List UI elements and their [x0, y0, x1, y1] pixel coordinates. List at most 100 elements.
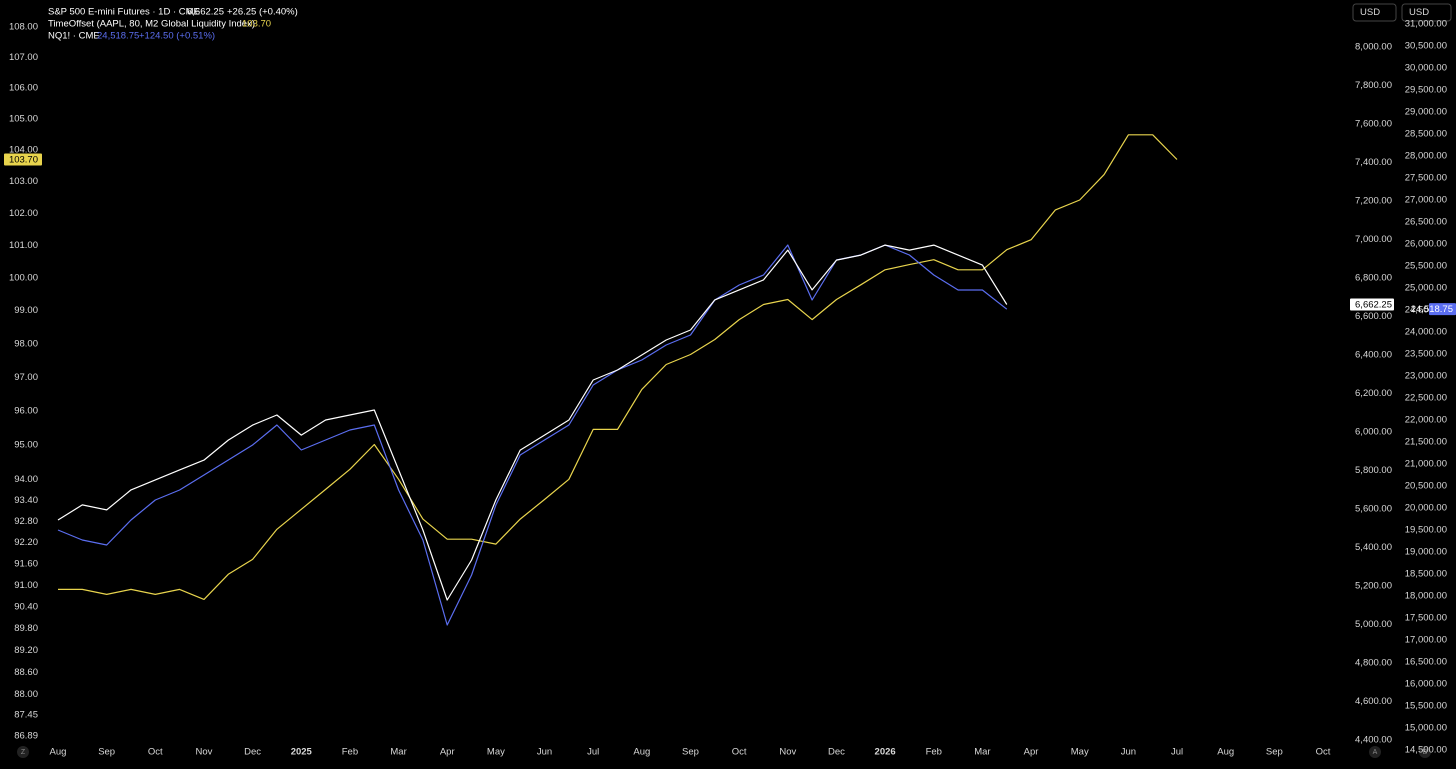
y-tick-label: 7,600.00 [1355, 118, 1392, 129]
x-tick-label: Nov [196, 747, 213, 758]
x-tick-label: Dec [828, 747, 845, 758]
y-tick-label: 26,500.00 [1405, 217, 1447, 228]
y-tick-label: 27,500.00 [1405, 173, 1447, 184]
y-tick-label: 106.00 [9, 83, 38, 94]
y-tick-label: 16,500.00 [1405, 657, 1447, 668]
y-tick-label: 27,000.00 [1405, 195, 1447, 206]
y-tick-label: 6,600.00 [1355, 311, 1392, 322]
x-tick-label: Dec [244, 747, 261, 758]
legend-value: 24,518.75 [97, 31, 139, 42]
price-box [4, 153, 42, 166]
control-button[interactable] [1369, 746, 1381, 758]
legend-name: S&P 500 E-mini Futures · 1D · CME [48, 7, 200, 18]
y-tick-label: 29,500.00 [1405, 84, 1447, 95]
legend-name: NQ1! · CME [48, 31, 100, 42]
y-tick-label: 101.00 [9, 240, 38, 251]
x-tick-label: Jun [1121, 747, 1136, 758]
currency-label[interactable]: USD [1409, 7, 1429, 18]
y-tick-label: 98.00 [14, 338, 38, 349]
y-tick-label: 5,600.00 [1355, 503, 1392, 514]
y-tick-label: 19,000.00 [1405, 547, 1447, 558]
x-tick-label: Nov [779, 747, 796, 758]
currency-button[interactable] [1352, 3, 1397, 22]
y-tick-label: 103.00 [9, 176, 38, 187]
y-tick-label: 86.89 [14, 731, 38, 742]
control-label[interactable]: A [1373, 749, 1378, 756]
y-tick-label: 97.00 [14, 372, 38, 383]
x-tick-label: Aug [50, 747, 67, 758]
x-tick-label: Sep [682, 747, 699, 758]
y-tick-label: 23,500.00 [1405, 349, 1447, 360]
currency-button[interactable] [1401, 3, 1452, 22]
x-tick-label: Jul [1171, 747, 1183, 758]
y-tick-label: 25,000.00 [1405, 283, 1447, 294]
y-tick-label: 91.00 [14, 580, 38, 591]
y-tick-label: 108.00 [9, 22, 38, 33]
currency-label[interactable]: USD [1360, 7, 1380, 18]
y-tick-label: 99.00 [14, 305, 38, 316]
price-label: 103.70 [9, 155, 38, 166]
x-tick-label: May [487, 747, 505, 758]
y-tick-label: 16,000.00 [1405, 679, 1447, 690]
legend-change: +26.25 (+0.40%) [227, 7, 298, 18]
y-tick-label: 28,500.00 [1405, 128, 1447, 139]
y-tick-label: 102.00 [9, 208, 38, 219]
y-tick-label: 89.20 [14, 645, 38, 656]
control-label[interactable]: B [1423, 749, 1428, 756]
legend-value: 103.70 [242, 19, 271, 30]
x-tick-label: Oct [148, 747, 163, 758]
y-tick-label: 6,200.00 [1355, 388, 1392, 399]
y-tick-label: 90.40 [14, 601, 38, 612]
y-tick-label: 92.20 [14, 537, 38, 548]
y-tick-label: 18,500.00 [1405, 569, 1447, 580]
price-label: 24,518.75 [1411, 304, 1453, 315]
y-tick-label: 23,000.00 [1405, 371, 1447, 382]
x-tick-label: 2025 [291, 747, 313, 758]
y-tick-label: 89.80 [14, 623, 38, 634]
y-tick-label: 6,000.00 [1355, 426, 1392, 437]
y-tick-label: 30,500.00 [1405, 40, 1447, 51]
control-button[interactable] [1419, 746, 1431, 758]
y-tick-label: 29,000.00 [1405, 106, 1447, 117]
y-tick-label: 4,400.00 [1355, 735, 1392, 746]
x-tick-label: Apr [440, 747, 455, 758]
price-box [1429, 303, 1456, 316]
y-tick-label: 7,200.00 [1355, 195, 1392, 206]
y-tick-label: 87.45 [14, 710, 38, 721]
y-tick-label: 21,500.00 [1405, 437, 1447, 448]
y-tick-label: 14,500.00 [1405, 745, 1447, 756]
x-tick-label: Jun [537, 747, 552, 758]
control-button[interactable] [17, 746, 29, 758]
y-tick-label: 5,200.00 [1355, 581, 1392, 592]
x-tick-label: Mar [974, 747, 990, 758]
x-tick-label: Mar [390, 747, 406, 758]
y-tick-label: 94.00 [14, 474, 38, 485]
y-tick-label: 18,000.00 [1405, 591, 1447, 602]
y-tick-label: 107.00 [9, 52, 38, 63]
y-tick-label: 6,400.00 [1355, 349, 1392, 360]
control-label[interactable]: Z [21, 749, 26, 756]
y-tick-label: 4,600.00 [1355, 696, 1392, 707]
y-tick-label: 21,000.00 [1405, 459, 1447, 470]
y-tick-label: 95.00 [14, 440, 38, 451]
y-tick-label: 19,500.00 [1405, 525, 1447, 536]
y-tick-label: 7,800.00 [1355, 80, 1392, 91]
legend-name: TimeOffset (AAPL, 80, M2 Global Liquidit… [48, 19, 255, 30]
y-tick-label: 6,800.00 [1355, 272, 1392, 283]
legend: S&P 500 E-mini Futures · 1D · CME 6,662.… [48, 7, 298, 42]
y-tick-label: 104.00 [9, 145, 38, 156]
y-tick-label: 24,500.00 [1405, 305, 1447, 316]
y-tick-label: 24,000.00 [1405, 327, 1447, 338]
y-tick-label: 88.00 [14, 689, 38, 700]
y-tick-label: 5,800.00 [1355, 465, 1392, 476]
x-tick-label: Sep [98, 747, 115, 758]
x-tick-label: Sep [1266, 747, 1283, 758]
y-tick-label: 88.60 [14, 667, 38, 678]
y-tick-label: 26,000.00 [1405, 239, 1447, 250]
y-tick-label: 22,500.00 [1405, 393, 1447, 404]
y-tick-label: 17,500.00 [1405, 613, 1447, 624]
y-tick-label: 96.00 [14, 406, 38, 417]
y-tick-label: 93.40 [14, 495, 38, 506]
